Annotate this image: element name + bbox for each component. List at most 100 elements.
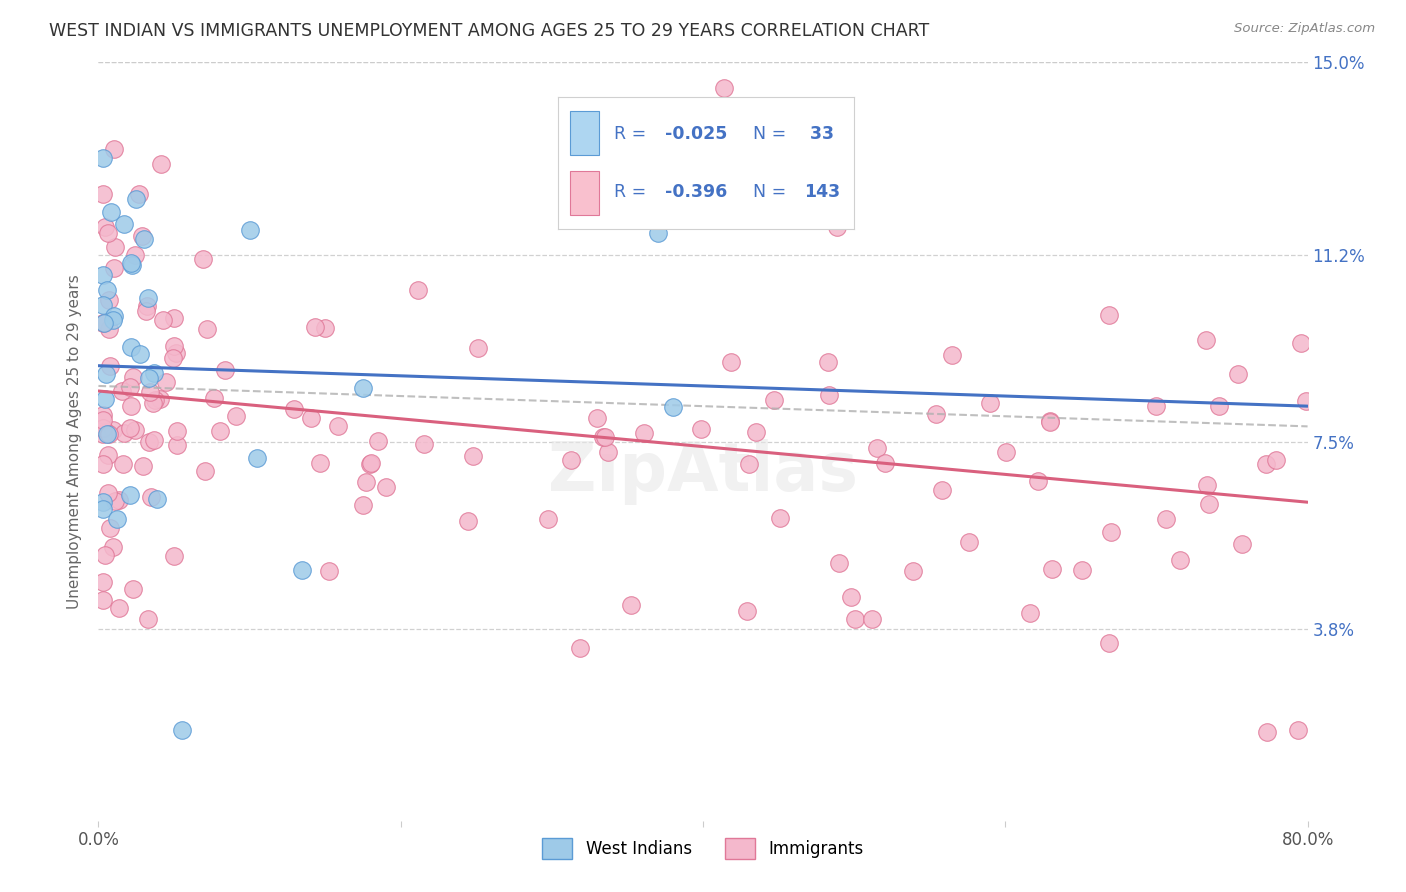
Point: [408, 283, 430, 297]
Point: [97, 322, 120, 336]
Point: [105, 512, 128, 526]
Point: [738, 457, 761, 471]
Point: [120, 421, 142, 435]
Point: [104, 494, 127, 508]
Point: [367, 434, 389, 448]
Point: [103, 142, 125, 156]
Point: [208, 425, 231, 439]
Point: [93, 316, 115, 330]
Point: [129, 346, 152, 360]
Point: [143, 392, 166, 407]
Point: [598, 444, 620, 458]
Point: [537, 512, 560, 526]
Point: [818, 388, 841, 402]
Point: [143, 433, 166, 447]
Point: [163, 549, 186, 564]
Legend: West Indians, Immigrants: West Indians, Immigrants: [536, 831, 870, 865]
Point: [291, 562, 314, 576]
Point: [865, 442, 887, 456]
Point: [191, 252, 214, 267]
Point: [142, 395, 165, 409]
Point: [1286, 723, 1309, 737]
Point: [124, 247, 146, 261]
Point: [101, 312, 124, 326]
Point: [1098, 308, 1121, 322]
Point: [132, 458, 155, 473]
Point: [308, 456, 330, 470]
Point: [713, 80, 735, 95]
Point: [91, 408, 114, 422]
Point: [91, 592, 114, 607]
Point: [91, 152, 114, 166]
Point: [352, 498, 374, 512]
Point: [1098, 636, 1121, 650]
Point: [844, 612, 866, 626]
Point: [135, 303, 157, 318]
Point: [91, 426, 114, 441]
Point: [101, 541, 124, 555]
Point: [98, 359, 121, 374]
Point: [360, 456, 382, 470]
Point: [463, 449, 485, 463]
Point: [138, 612, 160, 626]
Point: [828, 556, 851, 570]
Point: [214, 363, 236, 377]
Point: [925, 407, 948, 421]
Point: [314, 321, 336, 335]
Point: [166, 425, 188, 439]
Point: [1295, 393, 1317, 408]
Point: [1039, 415, 1062, 429]
Point: [873, 456, 896, 470]
Point: [1256, 458, 1278, 472]
Point: [1071, 563, 1094, 577]
Point: [103, 261, 125, 276]
Point: [91, 501, 114, 516]
Point: [136, 291, 159, 305]
Point: [100, 205, 122, 219]
Point: [97, 448, 120, 462]
Point: [162, 351, 184, 366]
Point: [374, 480, 396, 494]
Text: WEST INDIAN VS IMMIGRANTS UNEMPLOYMENT AMONG AGES 25 TO 29 YEARS CORRELATION CHA: WEST INDIAN VS IMMIGRANTS UNEMPLOYMENT A…: [49, 22, 929, 40]
Point: [318, 565, 340, 579]
Point: [145, 491, 167, 506]
Point: [135, 299, 157, 313]
Point: [91, 413, 114, 427]
Point: [163, 339, 186, 353]
Point: [560, 452, 582, 467]
Point: [96, 426, 118, 441]
Point: [91, 186, 114, 201]
Point: [620, 598, 643, 612]
Point: [860, 612, 883, 626]
Point: [299, 410, 322, 425]
Point: [94, 425, 117, 439]
Point: [139, 490, 162, 504]
Point: [690, 421, 713, 435]
Point: [138, 370, 160, 384]
Point: [1230, 537, 1253, 551]
Point: [957, 534, 980, 549]
Point: [107, 600, 129, 615]
Point: [1019, 606, 1042, 620]
Point: [354, 475, 377, 489]
Point: [91, 495, 114, 509]
Point: [1208, 399, 1230, 413]
Point: [1156, 511, 1178, 525]
Point: [352, 381, 374, 395]
Point: [142, 367, 165, 381]
Point: [1195, 333, 1218, 347]
Point: [165, 346, 187, 360]
Point: [941, 348, 963, 362]
Point: [96, 283, 118, 297]
Point: [132, 232, 155, 246]
Point: [120, 380, 142, 394]
Point: [112, 425, 135, 440]
Point: [107, 492, 129, 507]
Point: [103, 310, 125, 324]
Point: [817, 355, 839, 369]
Point: [735, 604, 758, 618]
Point: [97, 293, 120, 307]
Point: [457, 514, 479, 528]
Point: [1265, 453, 1288, 467]
Text: Source: ZipAtlas.com: Source: ZipAtlas.com: [1234, 22, 1375, 36]
